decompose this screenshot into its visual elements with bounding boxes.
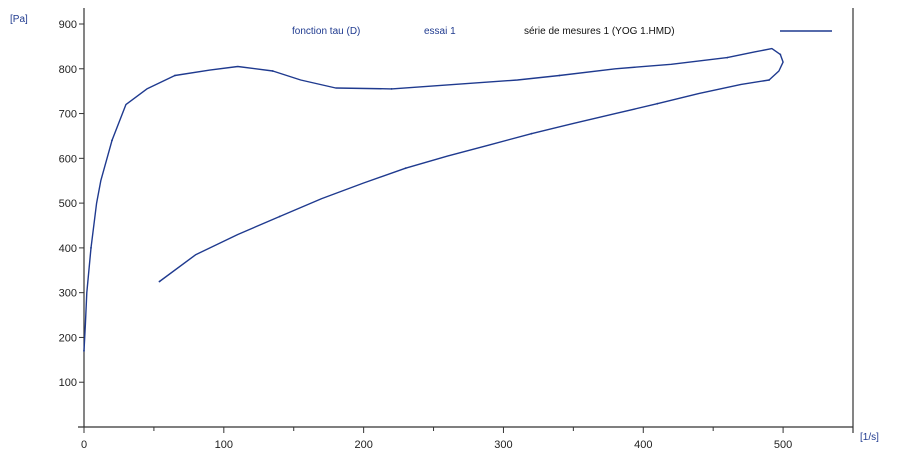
- y-tick-label: 100: [59, 377, 77, 389]
- x-tick-label: 200: [354, 439, 372, 451]
- legend: série de mesures 1 (YOG 1.HMD): [524, 26, 832, 37]
- data-point: [174, 74, 176, 77]
- data-point: [530, 132, 533, 135]
- x-tick-label: 400: [634, 439, 652, 451]
- y-axis-ticks: 100 200 300 400 500 600 700 800 900: [59, 19, 84, 389]
- y-tick-label: 700: [59, 109, 77, 121]
- y-tick-label: 200: [59, 332, 77, 344]
- legend-entry-label: série de mesures 1 (YOG 1.HMD): [524, 26, 675, 37]
- x-tick-label: 0: [81, 439, 87, 451]
- data-point: [83, 350, 85, 352]
- data-point: [768, 79, 770, 81]
- y-tick-label: 600: [59, 153, 77, 165]
- data-point: [90, 247, 92, 249]
- y-tick-label: 400: [59, 243, 77, 255]
- data-point: [111, 139, 113, 142]
- y-tick-label: 800: [59, 64, 77, 76]
- x-axis-unit-label: [1/s]: [860, 432, 879, 443]
- series-group: [83, 47, 784, 352]
- data-point: [271, 70, 274, 72]
- data-point: [656, 102, 659, 105]
- y-axis-unit-label: [Pa]: [10, 14, 28, 25]
- chart-function-label: fonction tau (D): [292, 26, 360, 37]
- data-point: [390, 88, 393, 90]
- y-tick-label: 300: [59, 288, 77, 300]
- data-point: [278, 215, 281, 218]
- axes: [78, 8, 854, 433]
- data-point: [558, 74, 561, 77]
- chart-run-label: essai 1: [424, 26, 456, 37]
- x-tick-label: 300: [494, 439, 512, 451]
- series-line: [83, 47, 784, 352]
- x-axis-ticks: 0 100 200 300 400 500: [81, 427, 854, 451]
- data-point: [158, 280, 161, 283]
- data-point: [779, 53, 782, 56]
- data-point: [404, 167, 407, 170]
- y-tick-label: 900: [59, 19, 77, 31]
- x-tick-label: 100: [215, 439, 233, 451]
- data-point: [726, 56, 729, 59]
- y-tick-label: 500: [59, 198, 77, 210]
- x-tick-label: 500: [774, 439, 792, 451]
